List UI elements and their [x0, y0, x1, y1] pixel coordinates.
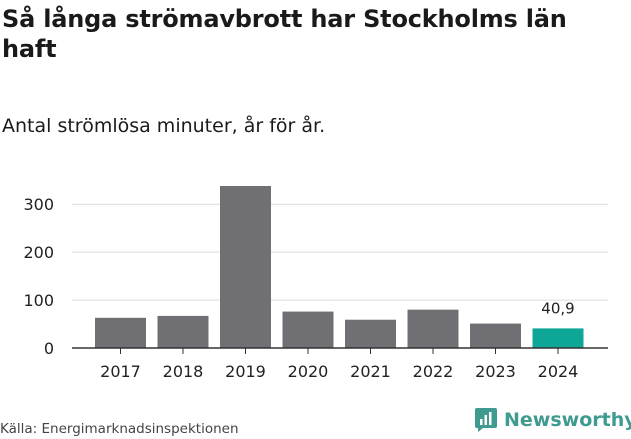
bar-2018 — [157, 315, 209, 348]
chart-subtitle: Antal strömlösa minuter, år för år. — [2, 115, 326, 137]
source-note: Källa: Energimarknadsinspektionen — [0, 421, 239, 437]
bar-2017 — [95, 317, 146, 348]
x-tick-label: 2019 — [225, 362, 266, 381]
x-tick-label: 2020 — [288, 362, 329, 381]
data-label: 40,9 — [541, 299, 574, 317]
newsworthy-logo-icon — [475, 408, 497, 432]
bar-2023 — [470, 323, 521, 348]
bar-chart: 0 100 200 300 2017 2018 2019 2020 2021 2022 2023 20… — [23, 186, 608, 381]
x-tick-label: 2023 — [475, 362, 516, 381]
bar-2024 — [532, 328, 584, 348]
brand-name: Newsworthy — [504, 409, 631, 431]
x-tick-label: 2021 — [350, 362, 391, 381]
chart-title: Så långa strömavbrott har Stockholms län… — [2, 5, 567, 63]
bar-2021 — [345, 319, 396, 348]
bar-2022 — [407, 309, 459, 348]
bar-2020 — [282, 311, 334, 348]
y-tick-label: 0 — [44, 339, 54, 358]
brand-logo: Newsworthy — [474, 407, 631, 433]
x-tick-label: 2018 — [163, 362, 204, 381]
x-tick-label: 2022 — [413, 362, 454, 381]
y-tick-label: 300 — [23, 195, 54, 214]
x-tick-label: 2017 — [100, 362, 141, 381]
bar-2019 — [220, 186, 271, 348]
y-tick-label: 200 — [23, 243, 54, 262]
y-tick-label: 100 — [23, 291, 54, 310]
x-tick-label: 2024 — [538, 362, 579, 381]
